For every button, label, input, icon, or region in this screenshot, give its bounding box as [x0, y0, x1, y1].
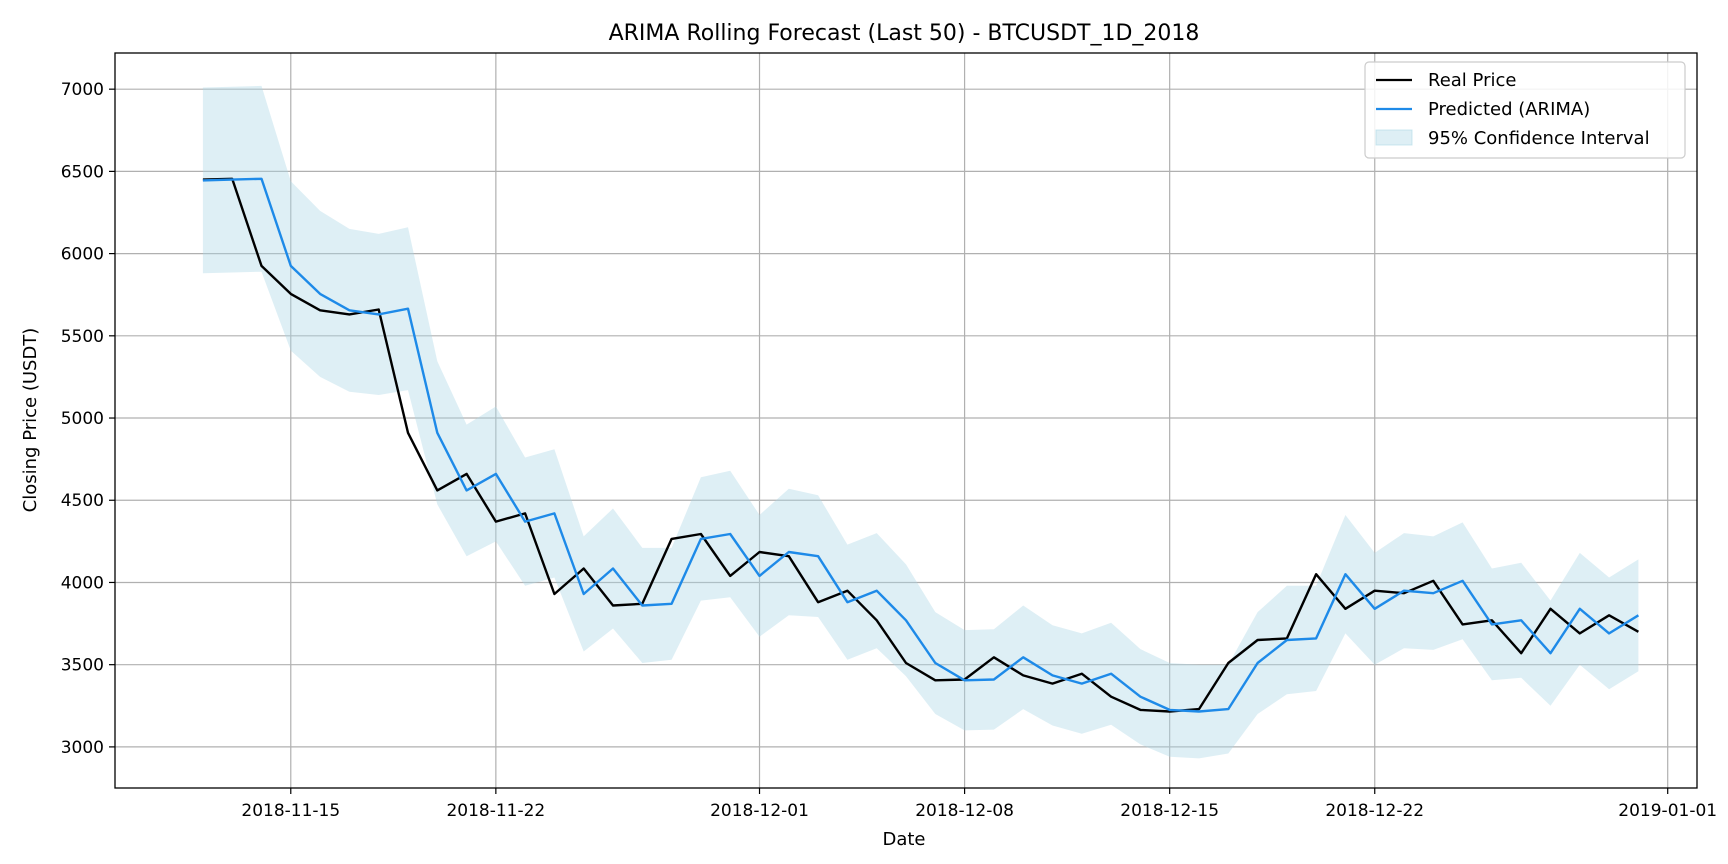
- x-axis-label: Date: [882, 829, 925, 850]
- y-axis-label: Closing Price (USDT): [20, 328, 41, 513]
- x-tick-label: 2019-01-01: [1618, 801, 1717, 821]
- y-tick-label: 3500: [61, 656, 104, 676]
- x-tick-label: 2018-12-22: [1325, 801, 1424, 821]
- series-layer: [202, 177, 1640, 713]
- x-tick-label: 2018-12-08: [915, 801, 1014, 821]
- y-tick-label: 7000: [61, 80, 104, 100]
- grid: [115, 53, 1697, 788]
- y-tick-label: 4000: [61, 573, 104, 593]
- x-tick-label: 2018-12-01: [710, 801, 809, 821]
- y-tick-label: 5000: [61, 409, 104, 429]
- legend-label-real: Real Price: [1428, 70, 1516, 91]
- y-tick-label: 6500: [61, 162, 104, 182]
- ticks: 3000 3500 4000 4500 5000 5500 6000 6500 7000 2018…: [61, 80, 1717, 821]
- legend: Real Price Predicted (ARIMA) 95% Confide…: [1364, 61, 1686, 159]
- legend-swatch-ci: [1375, 129, 1413, 146]
- y-tick-label: 3000: [61, 738, 104, 758]
- plot-frame: [114, 52, 1698, 789]
- chart-title: ARIMA Rolling Forecast (Last 50) - BTCUS…: [609, 21, 1200, 46]
- y-tick-label: 6000: [61, 245, 104, 265]
- confidence-band-layer: [202, 85, 1639, 759]
- y-tick-label: 5500: [61, 327, 104, 347]
- y-tick-label: 4500: [61, 491, 104, 511]
- x-tick-label: 2018-12-15: [1120, 801, 1219, 821]
- series-line-predicted-arima: [202, 177, 1640, 713]
- x-tick-label: 2018-11-15: [241, 801, 340, 821]
- x-tick-label: 2018-11-22: [446, 801, 545, 821]
- legend-label-predicted: Predicted (ARIMA): [1428, 99, 1590, 120]
- confidence-interval-band: [202, 85, 1639, 759]
- legend-label-ci: 95% Confidence Interval: [1428, 128, 1650, 149]
